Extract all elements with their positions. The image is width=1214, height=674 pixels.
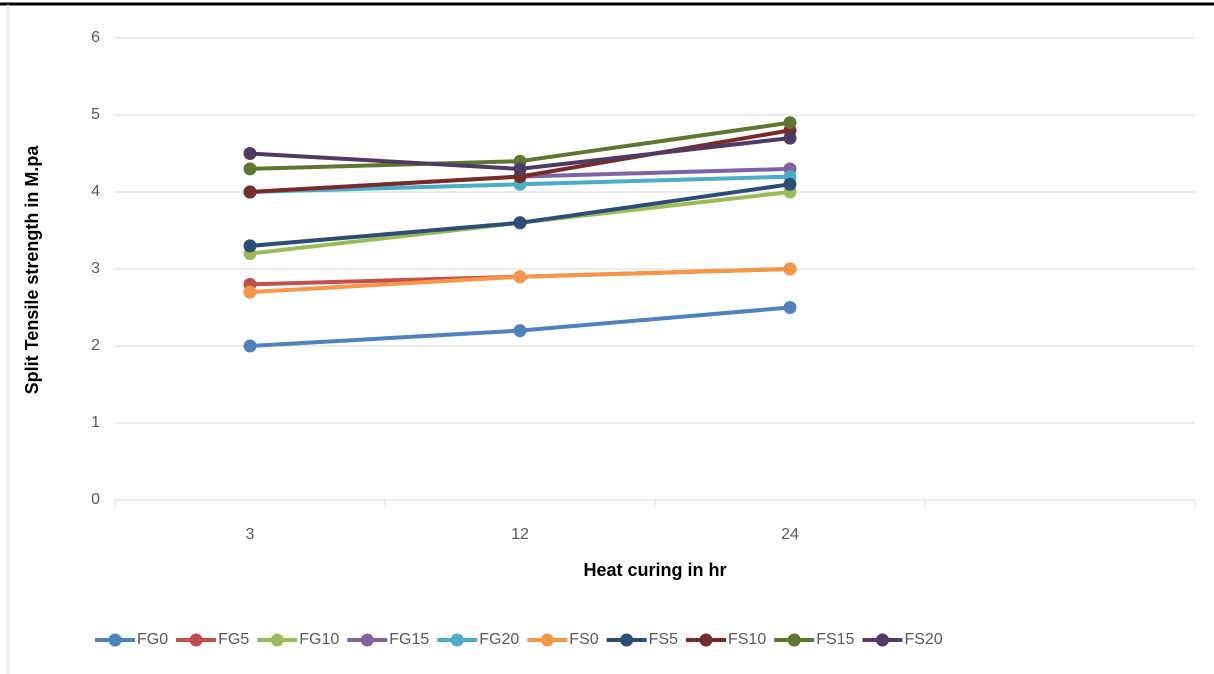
legend-marker bbox=[875, 633, 889, 647]
y-tick-label: 0 bbox=[91, 491, 100, 508]
point bbox=[783, 301, 797, 314]
x-axis-title: Heat curing in hr bbox=[583, 560, 726, 580]
y-tick-label: 1 bbox=[91, 414, 100, 431]
legend-marker bbox=[787, 633, 801, 647]
y-tick-label: 2 bbox=[91, 337, 100, 354]
x-tick-label: 24 bbox=[781, 526, 799, 543]
point bbox=[243, 162, 257, 176]
legend-label: FG5 bbox=[218, 631, 249, 648]
legend-label: FG10 bbox=[299, 631, 339, 648]
legend-marker bbox=[360, 633, 374, 647]
point bbox=[243, 285, 257, 299]
y-tick-label: 6 bbox=[91, 29, 100, 46]
point bbox=[513, 162, 527, 176]
x-tick-label: 12 bbox=[511, 526, 529, 543]
legend-label: FS0 bbox=[569, 631, 598, 648]
legend-marker bbox=[540, 633, 554, 647]
series-line bbox=[249, 182, 791, 248]
legend-label: FG15 bbox=[389, 631, 429, 648]
legend-marker bbox=[108, 633, 122, 647]
legend-label: FG0 bbox=[137, 631, 168, 648]
y-tick-label: 5 bbox=[91, 106, 100, 123]
point bbox=[783, 262, 797, 276]
legend-marker bbox=[620, 633, 634, 647]
y-tick-label: 3 bbox=[91, 260, 100, 277]
point bbox=[243, 239, 257, 253]
point bbox=[783, 177, 797, 191]
y-tick-label: 4 bbox=[91, 183, 100, 200]
legend-label: FS20 bbox=[904, 631, 942, 648]
legend-marker bbox=[699, 633, 713, 647]
point bbox=[513, 270, 527, 284]
legend-label: FS5 bbox=[649, 631, 678, 648]
point bbox=[513, 216, 527, 230]
legend-marker bbox=[270, 633, 284, 647]
legend-label: FG20 bbox=[479, 631, 519, 648]
point bbox=[513, 324, 527, 338]
point bbox=[783, 131, 797, 145]
x-tick-label: 3 bbox=[246, 526, 255, 543]
legend-label: FS10 bbox=[728, 631, 766, 648]
point bbox=[243, 147, 257, 160]
legend-label: FS15 bbox=[816, 631, 854, 648]
y-axis-title: Split Tensile strength in M.pa bbox=[22, 145, 42, 395]
point bbox=[243, 185, 257, 199]
point bbox=[243, 339, 257, 353]
legend-marker bbox=[450, 633, 464, 647]
point bbox=[783, 116, 797, 130]
legend-marker bbox=[189, 633, 203, 647]
